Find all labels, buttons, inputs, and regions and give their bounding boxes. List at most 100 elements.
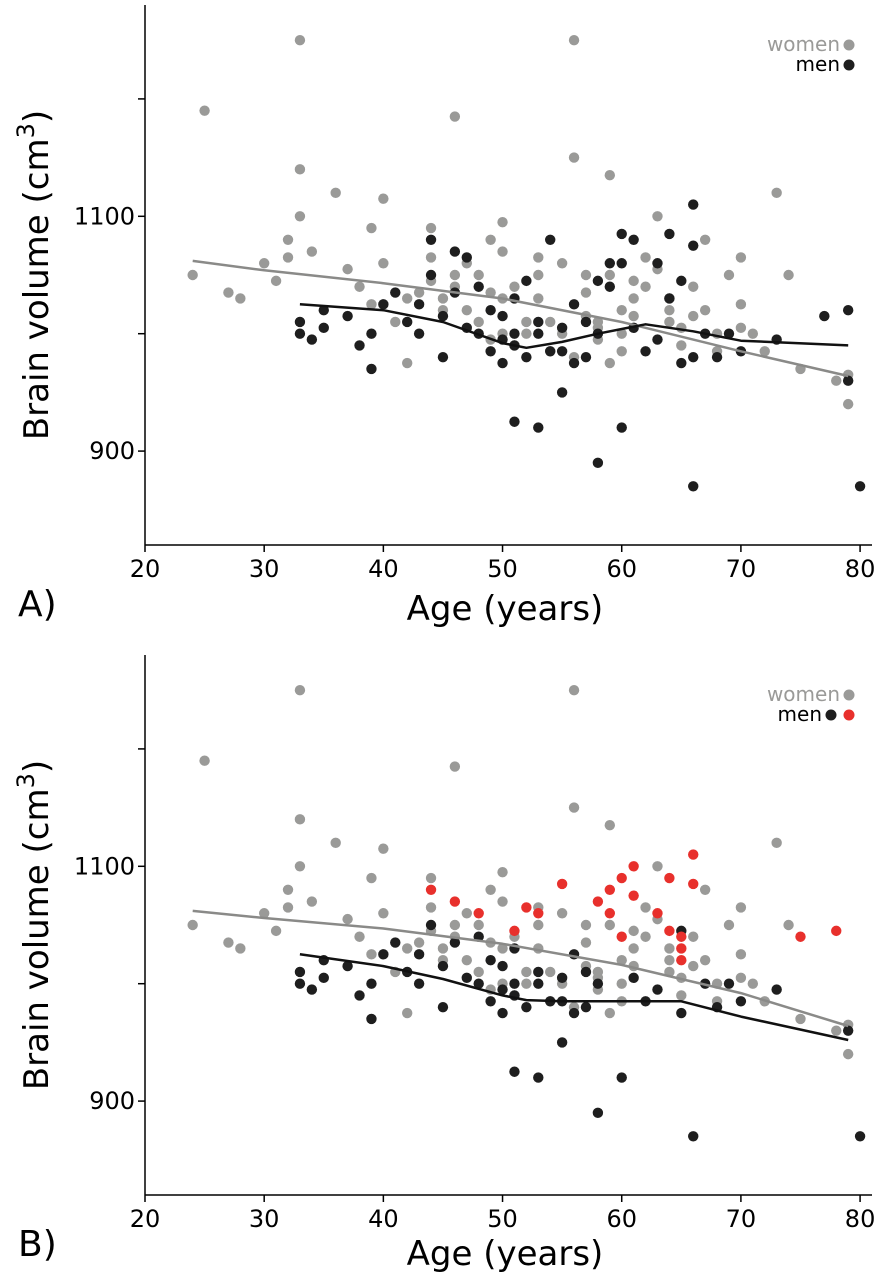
data-point (616, 328, 627, 339)
series-men-men_highlight (425, 849, 842, 966)
data-point (509, 1066, 520, 1077)
data-point (640, 346, 651, 357)
data-point (592, 457, 604, 469)
data-point (521, 328, 532, 339)
data-point (735, 322, 747, 334)
data-point (497, 216, 508, 228)
data-point (497, 943, 508, 954)
data-point (592, 978, 604, 989)
data-point (688, 1131, 699, 1142)
data-point (473, 281, 484, 292)
data-point (461, 972, 472, 984)
data-point (616, 228, 627, 240)
data-point (533, 252, 544, 263)
panel-label: B) (18, 1224, 57, 1265)
x-axis-label: Age (years) (407, 1234, 604, 1274)
data-point (521, 316, 532, 328)
data-point (688, 960, 699, 972)
data-point (413, 978, 425, 989)
data-point (735, 972, 747, 984)
data-point (640, 281, 651, 292)
data-point (354, 931, 365, 942)
series-women-women (187, 685, 854, 1060)
y-axis-label-superscript: 3 (12, 773, 40, 788)
data-point (628, 972, 639, 984)
data-point (747, 978, 759, 989)
data-point (521, 902, 532, 913)
data-point (533, 316, 544, 328)
legend-label-men: men (778, 702, 822, 726)
data-point (628, 890, 639, 901)
data-point (449, 937, 461, 948)
data-point (580, 1001, 592, 1013)
data-point (604, 258, 616, 269)
data-point (556, 322, 568, 334)
data-point (401, 316, 413, 328)
data-point (664, 316, 675, 328)
data-point (461, 305, 472, 316)
data-point (509, 925, 520, 937)
data-point (342, 960, 353, 972)
data-point (688, 281, 699, 292)
data-point (592, 275, 604, 287)
data-point (628, 943, 639, 954)
data-point (330, 187, 341, 199)
data-point (473, 269, 484, 281)
data-point (628, 925, 639, 937)
data-point (223, 287, 234, 298)
data-point (723, 269, 735, 281)
data-point (568, 1007, 580, 1019)
x-tick-label: 30 (249, 1205, 280, 1233)
data-point (580, 269, 592, 281)
data-point (425, 222, 437, 234)
data-point (723, 328, 735, 339)
data-point (604, 884, 616, 895)
data-point (521, 351, 532, 363)
data-point (735, 949, 747, 960)
data-point (592, 1107, 604, 1119)
data-point (270, 275, 282, 287)
data-point (723, 919, 735, 931)
data-point (616, 955, 627, 966)
data-point (485, 955, 496, 966)
data-point (342, 263, 353, 275)
data-point (235, 943, 246, 954)
data-point (545, 234, 556, 245)
data-point (568, 357, 580, 369)
data-point (282, 252, 294, 263)
trend-line-women (192, 909, 849, 1028)
y-tick-label: 900 (89, 437, 135, 465)
data-point (282, 884, 294, 895)
data-point (509, 416, 520, 427)
data-point (628, 234, 639, 245)
data-point (306, 334, 318, 345)
data-point (676, 990, 687, 1001)
data-point (485, 346, 496, 357)
data-point (425, 234, 437, 245)
data-point (616, 305, 627, 316)
x-axis-label: Age (years) (407, 589, 604, 629)
data-point (449, 269, 461, 281)
data-point (533, 269, 544, 281)
data-point (831, 375, 842, 386)
data-point (604, 357, 616, 369)
data-point (294, 35, 306, 46)
data-point (497, 357, 508, 369)
data-point (390, 287, 401, 298)
data-point (652, 908, 663, 919)
data-point (628, 275, 639, 287)
data-point (676, 275, 687, 287)
data-point (366, 949, 377, 960)
data-point (378, 949, 389, 960)
data-point (533, 978, 544, 989)
data-point (568, 802, 580, 813)
data-point (831, 1025, 842, 1036)
y-axis-label: Brain volume (cm3) (12, 110, 57, 440)
data-point (652, 861, 663, 872)
data-point (294, 685, 306, 696)
data-point (413, 949, 425, 960)
y-axis-label-close: ) (17, 110, 57, 123)
data-point (509, 281, 520, 292)
data-point (497, 960, 508, 972)
